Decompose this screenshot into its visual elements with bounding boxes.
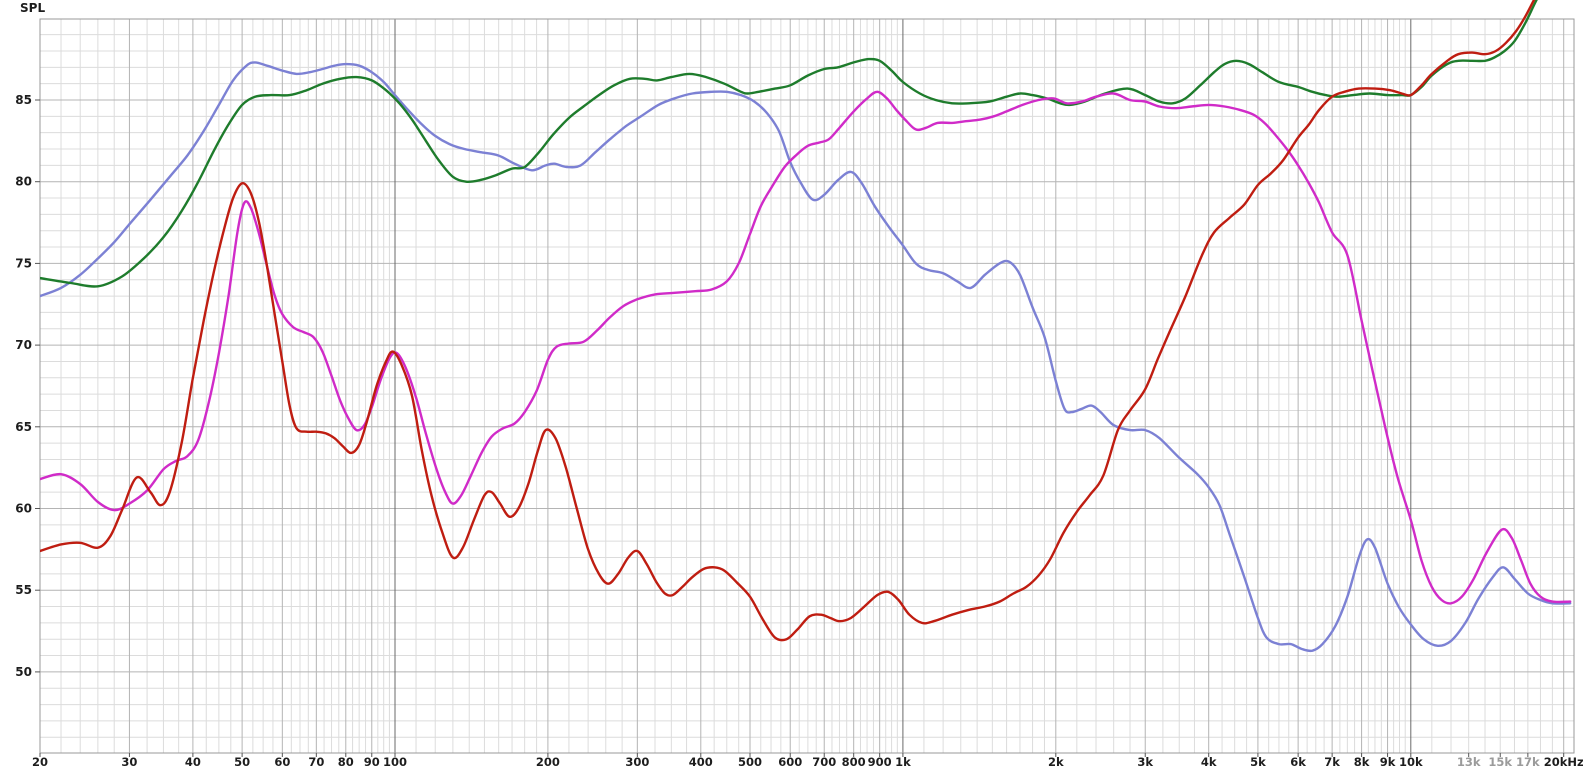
x-tick-label-200: 200: [536, 755, 560, 769]
x-tick-label-100: 100: [383, 755, 407, 769]
y-axis-title: SPL: [20, 1, 45, 15]
grid-decade-lines: [394, 19, 1412, 753]
x-tick-label-15k: 15k: [1488, 755, 1512, 769]
y-tick-label-65: 65: [15, 420, 32, 434]
curve-blue: [40, 61, 1572, 653]
x-tick-label-6k: 6k: [1290, 755, 1306, 769]
x-tick-label-300: 300: [625, 755, 649, 769]
x-tick-label-700: 700: [812, 755, 836, 769]
grid-minor-lines: [40, 19, 1574, 753]
x-tick-label-40: 40: [185, 755, 201, 769]
y-tick-label-80: 80: [15, 175, 32, 189]
x-tick-label-800: 800: [842, 755, 866, 769]
curve-red: [40, 0, 1536, 642]
y-axis-labels: 85 80 75 70 65 60 55 50: [15, 93, 32, 679]
x-tick-label-500: 500: [738, 755, 762, 769]
curve-magenta: [40, 90, 1572, 605]
axis-tick-stubs: [35, 99, 1565, 757]
y-tick-label-75: 75: [15, 256, 32, 270]
x-tick-label-2k: 2k: [1048, 755, 1064, 769]
x-tick-label-900: 900: [868, 755, 892, 769]
x-tick-label-13k: 13k: [1457, 755, 1481, 769]
x-tick-label-8k: 8k: [1354, 755, 1370, 769]
x-tick-label-30: 30: [121, 755, 137, 769]
x-tick-label-17k: 17k: [1516, 755, 1540, 769]
x-tick-label-70: 70: [308, 755, 324, 769]
x-tick-label-20: 20: [32, 755, 48, 769]
x-tick-label-5k: 5k: [1250, 755, 1266, 769]
y-tick-label-70: 70: [15, 338, 32, 352]
x-axis-labels: 20 30 40 50 60 70 80 90 100 200 300 400 500 600 700 800…: [32, 755, 1583, 769]
y-tick-label-85: 85: [15, 93, 32, 107]
x-tick-label-400: 400: [689, 755, 713, 769]
x-tick-label-10k: 10k: [1399, 755, 1423, 769]
grid-major-lines: [40, 19, 1574, 753]
x-tick-label-7k: 7k: [1324, 755, 1340, 769]
x-tick-label-3k: 3k: [1137, 755, 1153, 769]
x-tick-label-9k: 9k: [1380, 755, 1396, 769]
x-tick-label-50: 50: [234, 755, 250, 769]
y-tick-label-50: 50: [15, 665, 32, 679]
x-tick-label-20kHz: 20kHz: [1544, 755, 1583, 769]
x-tick-label-1k: 1k: [895, 755, 911, 769]
y-tick-label-55: 55: [15, 583, 32, 597]
response-curves: [40, 0, 1572, 653]
y-tick-label-60: 60: [15, 502, 32, 516]
x-tick-label-4k: 4k: [1201, 755, 1217, 769]
x-tick-label-600: 600: [778, 755, 802, 769]
plot-border: [39, 18, 1575, 754]
curve-green: [40, 0, 1538, 288]
x-tick-label-60: 60: [274, 755, 290, 769]
x-tick-label-80: 80: [338, 755, 354, 769]
x-tick-label-90: 90: [364, 755, 380, 769]
